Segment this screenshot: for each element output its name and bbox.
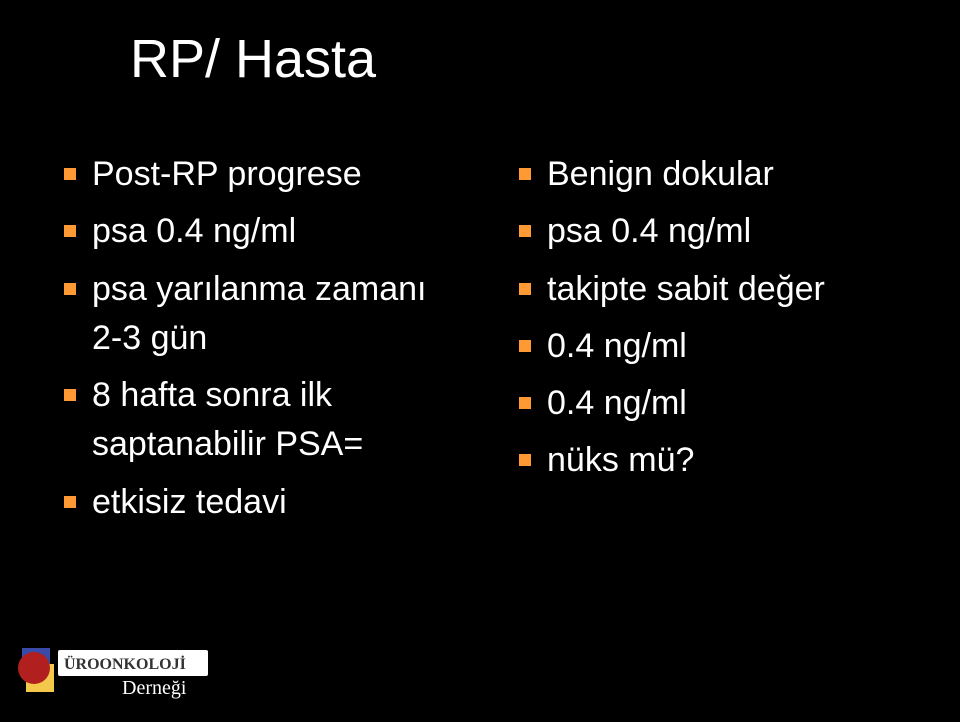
right-bullet-list: Benign dokular psa 0.4 ng/ml takipte sab… — [515, 150, 920, 486]
list-item: etkisiz tedavi — [60, 478, 465, 527]
organization-logo: ÜROONKOLOJİ Derneği — [14, 640, 214, 710]
list-item: takipte sabit değer — [515, 265, 920, 314]
logo-svg: ÜROONKOLOJİ Derneği — [14, 640, 214, 710]
left-column: Post-RP progrese psa 0.4 ng/ml psa yarıl… — [60, 150, 475, 535]
list-item: 0.4 ng/ml — [515, 322, 920, 371]
logo-text-bottom: Derneği — [122, 677, 187, 699]
list-item: psa 0.4 ng/ml — [515, 207, 920, 256]
list-item: psa 0.4 ng/ml — [60, 207, 465, 256]
list-item: psa yarılanma zamanı 2-3 gün — [60, 265, 465, 364]
list-item: nüks mü? — [515, 436, 920, 485]
list-item: Benign dokular — [515, 150, 920, 199]
logo-text-top: ÜROONKOLOJİ — [64, 654, 186, 673]
list-item: 0.4 ng/ml — [515, 379, 920, 428]
list-item: 8 hafta sonra ilk saptanabilir PSA= — [60, 371, 465, 470]
right-column: Benign dokular psa 0.4 ng/ml takipte sab… — [475, 150, 920, 535]
slide-title: RP/ Hasta — [130, 28, 376, 90]
left-bullet-list: Post-RP progrese psa 0.4 ng/ml psa yarıl… — [60, 150, 465, 527]
list-item: Post-RP progrese — [60, 150, 465, 199]
content-columns: Post-RP progrese psa 0.4 ng/ml psa yarıl… — [60, 150, 920, 535]
slide: RP/ Hasta Post-RP progrese psa 0.4 ng/ml… — [0, 0, 960, 722]
